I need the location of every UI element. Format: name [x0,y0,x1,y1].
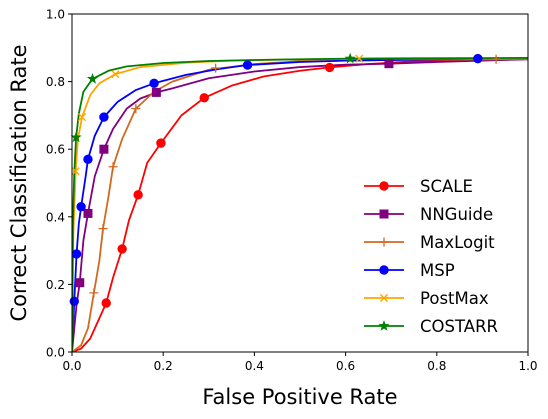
legend-marker-postmax [379,293,389,303]
x-tick-label: 0.2 [154,359,173,373]
y-axis: 0.0 0.2 0.4 0.6 0.8 1.0 [46,8,72,360]
x-tick-label: 0.4 [245,359,264,373]
y-tick-label: 0.2 [46,278,65,292]
x-tick-label: 0.0 [62,359,81,373]
legend-marker-nnguide [379,209,389,219]
legend-label-scale: SCALE [420,177,473,196]
series-marker-nnguide [99,144,109,154]
y-tick-label: 0.4 [46,210,65,224]
series-marker-costarr [344,52,356,64]
series-marker-msp [71,249,82,259]
series-marker-postmax [355,54,364,63]
legend: SCALE NNGuide MaxLogit MSP PostMax COSTARR [364,177,498,336]
series-marker-costarr [70,131,82,143]
series-marker-msp [83,154,93,165]
series-marker-costarr [86,73,99,84]
y-tick-label: 0.0 [46,346,65,360]
series-marker-msp [149,78,159,88]
legend-label-nnguide: NNGuide [420,205,493,224]
series-marker-maxlogit [131,104,141,114]
y-tick-label: 1.0 [46,8,65,22]
series-marker-nnguide [384,59,394,69]
legend-label-msp: MSP [420,261,455,280]
series-marker-scale [199,93,209,103]
legend-label-postmax: PostMax [420,289,489,308]
series-marker-msp [69,296,79,306]
series-marker-scale [117,244,127,254]
legend-marker-msp [379,265,389,275]
plot-frame [71,13,529,353]
series-marker-scale [133,190,143,200]
x-axis: 0.0 0.2 0.4 0.6 0.8 1.0 [62,352,538,373]
legend-marker-costarr [378,320,390,331]
series-line-costarr [72,57,528,352]
y-tick-label: 0.6 [46,143,65,157]
series-marker-nnguide [75,278,85,288]
series-marker-postmax [77,112,87,122]
series-marker-scale [156,138,166,148]
series-marker-postmax [111,70,120,79]
series-line-msp [72,57,528,352]
series-marker-nnguide [151,87,161,97]
legend-label-maxlogit: MaxLogit [420,233,495,252]
series-marker-scale [324,62,335,73]
legend-marker-maxlogit [379,237,389,247]
y-axis-title: Correct Classification Rate [7,44,31,321]
series-marker-postmax [71,167,80,176]
legend-label-costarr: COSTARR [420,317,498,336]
series-marker-scale [101,298,111,308]
series-marker-msp [99,112,109,122]
legend-marker-scale [379,181,389,191]
x-tick-label: 0.6 [336,359,355,373]
plot-area-group [69,13,529,353]
series-marker-maxlogit [491,54,501,64]
x-axis-title: False Positive Rate [202,385,397,409]
series-marker-maxlogit [89,288,99,298]
series-layer [72,57,528,352]
series-marker-msp [242,60,253,70]
series-line-nnguide [72,58,528,352]
x-tick-label: 0.8 [427,359,446,373]
series-marker-msp [76,201,86,212]
y-tick-label: 0.8 [46,75,65,89]
series-marker-maxlogit [108,162,118,172]
series-marker-maxlogit [211,63,221,73]
x-tick-label: 1.0 [518,359,537,373]
series-marker-nnguide [83,208,93,218]
series-marker-maxlogit [98,224,108,234]
series-marker-msp [473,53,483,64]
